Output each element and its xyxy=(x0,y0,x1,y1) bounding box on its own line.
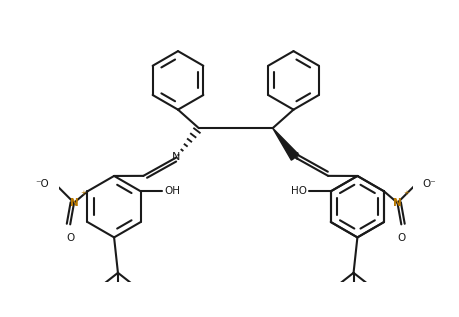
Text: N: N xyxy=(172,152,180,162)
Text: N: N xyxy=(392,198,401,208)
Polygon shape xyxy=(272,128,298,160)
Text: N: N xyxy=(69,198,78,208)
Text: N: N xyxy=(290,152,298,162)
Text: OH: OH xyxy=(164,186,180,196)
Text: O: O xyxy=(396,233,404,243)
Text: O: O xyxy=(66,233,74,243)
Text: +: + xyxy=(80,190,85,196)
Text: O⁻: O⁻ xyxy=(421,179,435,189)
Text: ⁻O: ⁻O xyxy=(36,179,49,189)
Text: HO: HO xyxy=(290,186,306,196)
Text: +: + xyxy=(403,190,408,196)
